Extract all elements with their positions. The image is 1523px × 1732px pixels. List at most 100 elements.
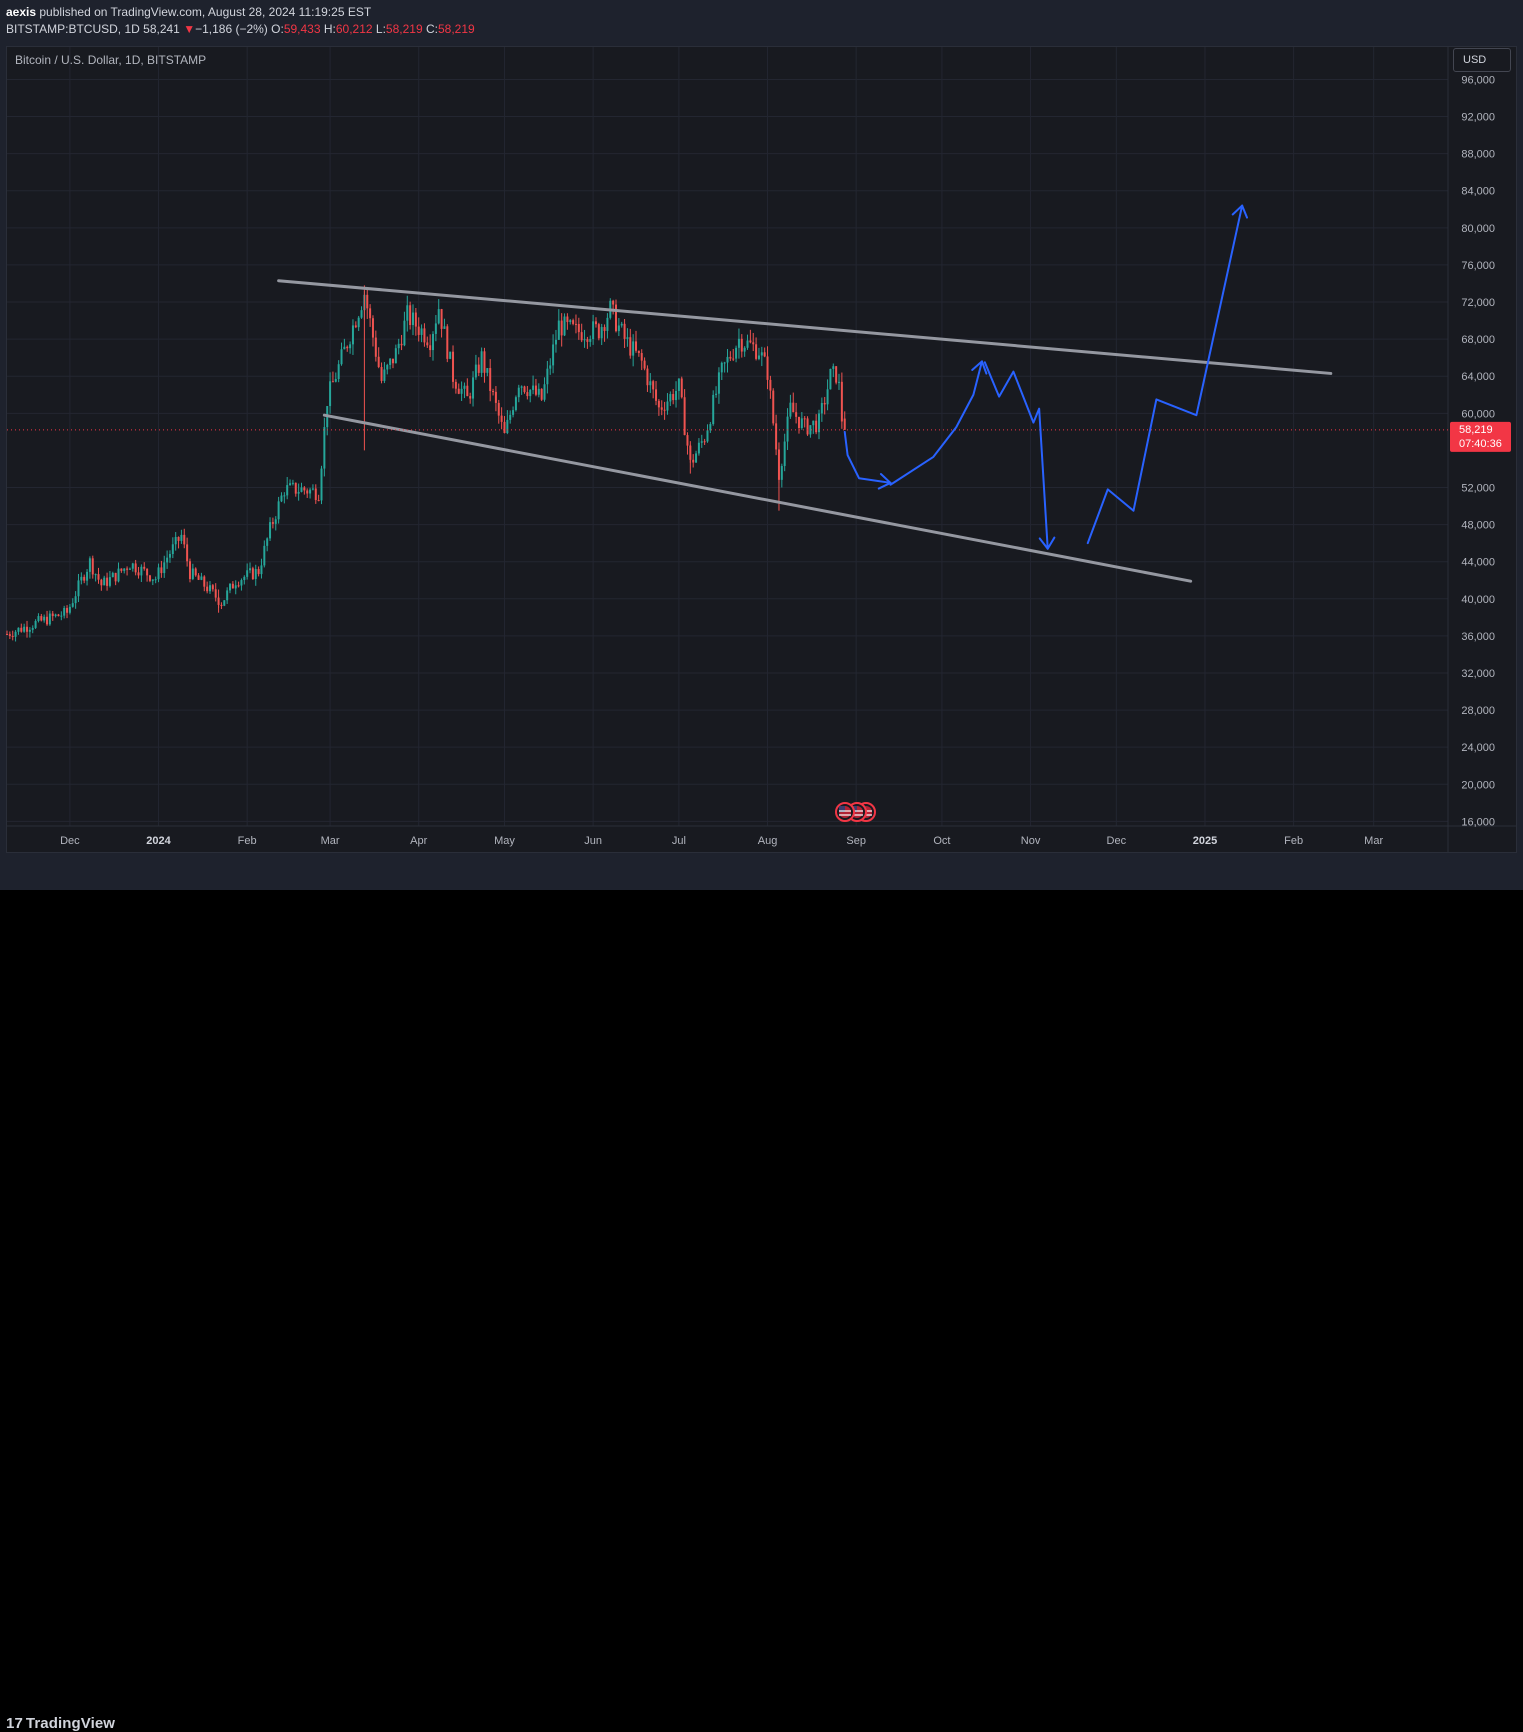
candle-body xyxy=(826,389,829,405)
candle-body xyxy=(111,572,114,578)
price-chart[interactable]: 16,000 20,000 24,000 28,000 32,000 36,000 40,0… xyxy=(0,0,1523,890)
candle-body xyxy=(497,402,500,416)
projection-path-1[interactable] xyxy=(843,430,892,484)
candle-body xyxy=(512,410,515,415)
publisher-name[interactable]: aexis xyxy=(6,5,37,19)
x-tick-label: Mar xyxy=(1364,835,1383,847)
candle-body xyxy=(503,421,506,434)
y-tick-label: 16,000 xyxy=(1461,816,1495,828)
currency-button[interactable]: USD xyxy=(1453,48,1511,72)
candle-body xyxy=(617,325,620,332)
candle-body xyxy=(271,522,274,524)
x-tick-label: Feb xyxy=(1284,835,1303,847)
x-tick-label: Aug xyxy=(758,835,778,847)
candle-body xyxy=(620,323,623,326)
candle-body xyxy=(715,393,718,395)
candle-body xyxy=(500,415,503,422)
projection-path-4[interactable] xyxy=(1086,204,1244,545)
candle-body xyxy=(108,577,111,586)
x-tick-label: Jun xyxy=(584,835,602,847)
candle-body xyxy=(211,585,214,590)
candle-body xyxy=(797,416,800,428)
channel-lower-trendline[interactable] xyxy=(322,413,1193,583)
candle-body xyxy=(394,348,397,364)
y-tick-label: 52,000 xyxy=(1461,483,1495,495)
footer-bar: 17 TradingView xyxy=(0,853,1523,1732)
low-value: 58,219 xyxy=(385,22,423,36)
candle-body xyxy=(737,338,740,348)
projection-arrow-head-4[interactable] xyxy=(1231,204,1249,219)
candle-body xyxy=(740,338,743,352)
candle-body xyxy=(686,435,689,446)
candle-body xyxy=(815,420,818,433)
candle-body xyxy=(643,360,646,369)
tradingview-logo[interactable]: 17 TradingView xyxy=(6,1715,115,1732)
candle-body xyxy=(180,534,183,541)
candle-body xyxy=(829,368,832,390)
projection-arrow-head-2[interactable] xyxy=(971,360,988,375)
candle-body xyxy=(603,327,606,331)
projection-path-2[interactable] xyxy=(889,360,983,486)
candle-body xyxy=(354,325,357,328)
candle-body xyxy=(726,356,729,363)
symbol-label: BITSTAMP:BTCUSD, 1D xyxy=(6,22,140,36)
candle-body xyxy=(291,482,294,484)
x-tick-label: Feb xyxy=(238,835,257,847)
candle-body xyxy=(652,381,655,390)
last-price-badge xyxy=(1450,421,1511,452)
publication-bar: aexis published on TradingView.com, Augu… xyxy=(0,0,1523,46)
candle-body xyxy=(186,544,189,562)
candle-body xyxy=(168,554,171,558)
candle-body xyxy=(200,576,203,580)
candle-body xyxy=(432,333,435,351)
candle-body xyxy=(717,372,720,394)
candle-body xyxy=(403,320,406,346)
candle-body xyxy=(274,519,277,524)
candle-body xyxy=(632,341,635,356)
candle-body xyxy=(409,305,412,326)
candle-body xyxy=(769,379,772,391)
candle-body xyxy=(117,568,120,582)
candle-body xyxy=(735,347,738,359)
open-label: O: xyxy=(271,22,284,36)
candle-body xyxy=(237,585,240,587)
chart-frame[interactable] xyxy=(6,46,1517,853)
candle-body xyxy=(700,441,703,443)
y-tick-label: 88,000 xyxy=(1461,149,1495,161)
last-price-axis-label: 58,219 xyxy=(1459,424,1493,436)
candle-body xyxy=(437,309,440,324)
y-tick-label: 84,000 xyxy=(1461,186,1495,198)
candle-body xyxy=(163,562,166,574)
candle-body xyxy=(26,626,29,632)
candle-body xyxy=(434,323,437,334)
candle-body xyxy=(540,388,543,400)
channel-upper-trendline[interactable] xyxy=(277,279,1333,375)
candle-body xyxy=(223,600,226,606)
candle-body xyxy=(257,569,260,575)
candle-body xyxy=(246,570,249,577)
candle-body xyxy=(337,364,340,380)
candle-body xyxy=(23,626,26,632)
candle-body xyxy=(120,568,123,571)
candle-body xyxy=(492,391,495,393)
projection-arrow-head-3[interactable] xyxy=(1038,536,1056,550)
candle-body xyxy=(306,490,309,494)
candle-body xyxy=(683,397,686,436)
candle-body xyxy=(194,568,197,576)
projection-arrow-head-1[interactable] xyxy=(877,473,892,490)
candle-body xyxy=(454,381,457,389)
candle-body xyxy=(532,385,535,390)
candle-body xyxy=(63,607,66,616)
candle-body xyxy=(91,558,94,575)
candle-body xyxy=(612,300,615,305)
candle-body xyxy=(806,418,809,435)
projection-path-3[interactable] xyxy=(983,361,1049,550)
candle-body xyxy=(88,558,91,572)
candle-body xyxy=(400,343,403,346)
candle-body xyxy=(123,568,126,571)
candle-body xyxy=(729,356,732,359)
candle-body xyxy=(294,482,297,494)
high-label: H: xyxy=(323,22,336,36)
candle-body xyxy=(537,388,540,395)
candle-body xyxy=(552,344,555,366)
